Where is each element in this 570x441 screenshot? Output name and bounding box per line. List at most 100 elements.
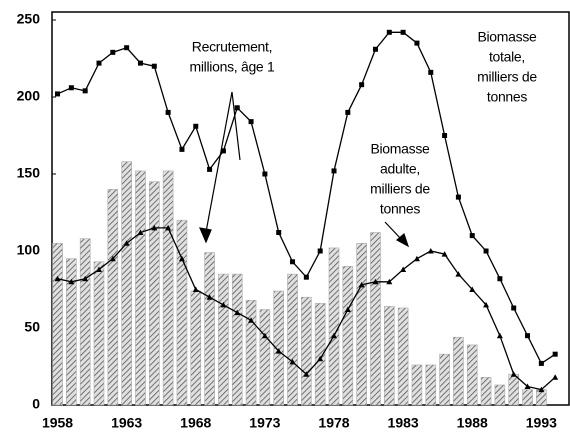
bar bbox=[370, 232, 381, 406]
marker bbox=[413, 255, 420, 262]
marker bbox=[165, 224, 172, 231]
bar bbox=[314, 303, 326, 406]
marker bbox=[193, 123, 199, 129]
marker bbox=[234, 309, 241, 316]
y-tick-label: 200 bbox=[17, 88, 41, 104]
marker bbox=[469, 233, 475, 239]
marker bbox=[538, 386, 545, 393]
marker bbox=[400, 266, 407, 272]
bar bbox=[93, 261, 105, 406]
marker bbox=[428, 69, 434, 75]
x-tick-label: 1968 bbox=[180, 415, 211, 431]
marker bbox=[303, 274, 309, 280]
marker bbox=[137, 60, 143, 66]
bar bbox=[411, 364, 423, 406]
bar bbox=[301, 296, 312, 406]
marker bbox=[96, 60, 102, 66]
bar bbox=[107, 189, 119, 406]
marker bbox=[178, 255, 185, 262]
bar bbox=[66, 258, 77, 406]
marker bbox=[96, 266, 102, 272]
marker bbox=[276, 230, 282, 236]
marker bbox=[344, 306, 351, 313]
bar bbox=[494, 384, 506, 406]
marker bbox=[469, 286, 476, 292]
marker bbox=[372, 46, 378, 52]
marker bbox=[124, 45, 130, 51]
marker bbox=[455, 271, 462, 277]
bar bbox=[190, 290, 202, 406]
marker bbox=[261, 332, 268, 339]
bar bbox=[135, 170, 146, 406]
annotation: totale, bbox=[489, 49, 525, 65]
bar bbox=[453, 336, 464, 406]
annotation: milliers de bbox=[477, 69, 537, 85]
bar bbox=[176, 219, 188, 406]
x-tick-label: 1958 bbox=[42, 415, 73, 431]
marker bbox=[207, 166, 213, 172]
marker bbox=[524, 383, 531, 390]
x-tick-label: 1973 bbox=[249, 415, 280, 431]
bar bbox=[245, 299, 257, 406]
bar bbox=[121, 161, 132, 406]
annotation: Recrutement, bbox=[192, 39, 272, 55]
bar bbox=[231, 273, 243, 406]
marker bbox=[234, 105, 240, 111]
bar bbox=[397, 307, 409, 406]
marker bbox=[386, 278, 393, 285]
bar bbox=[148, 181, 160, 406]
marker bbox=[358, 281, 365, 288]
bar bbox=[273, 290, 285, 406]
marker bbox=[248, 317, 255, 323]
marker bbox=[331, 332, 337, 339]
marker bbox=[372, 278, 379, 285]
marker bbox=[345, 109, 351, 115]
bar bbox=[342, 266, 354, 406]
marker bbox=[317, 248, 323, 254]
bar bbox=[287, 273, 298, 406]
bar bbox=[439, 353, 450, 406]
marker bbox=[303, 371, 310, 377]
marker bbox=[552, 374, 559, 380]
marker bbox=[262, 171, 268, 177]
marker bbox=[317, 355, 324, 362]
marker bbox=[331, 168, 337, 174]
annotation: tonnes bbox=[380, 201, 421, 217]
marker bbox=[68, 85, 74, 91]
marker bbox=[275, 348, 282, 354]
marker bbox=[137, 229, 144, 236]
bar bbox=[259, 309, 271, 406]
marker bbox=[220, 301, 227, 308]
marker bbox=[151, 63, 157, 69]
x-tick-label: 1988 bbox=[457, 415, 488, 431]
y-tick-label: 100 bbox=[17, 242, 41, 258]
marker bbox=[110, 49, 116, 55]
marker bbox=[497, 276, 503, 282]
annotation: tonnes bbox=[487, 89, 528, 105]
bar bbox=[466, 344, 478, 406]
marker bbox=[483, 301, 490, 308]
marker bbox=[289, 358, 296, 365]
annotation: millions, âge 1 bbox=[190, 59, 276, 75]
marker bbox=[386, 29, 392, 35]
marker bbox=[496, 332, 503, 339]
marker bbox=[206, 294, 213, 300]
marker bbox=[538, 360, 544, 366]
arrows bbox=[199, 91, 410, 248]
marker bbox=[82, 88, 88, 94]
marker bbox=[151, 224, 158, 231]
marker bbox=[54, 275, 61, 282]
bar bbox=[425, 364, 437, 406]
y-tick-label: 150 bbox=[17, 165, 41, 181]
marker bbox=[552, 351, 558, 357]
annotation: milliers de bbox=[370, 181, 430, 197]
bar bbox=[79, 238, 91, 406]
plot: 0 50 100 150 200 250 1958 1963 1968 1973 1978 1983 1… bbox=[17, 11, 559, 431]
annotation: adulte, bbox=[380, 161, 420, 177]
marker bbox=[359, 82, 365, 88]
marker bbox=[290, 259, 296, 265]
marker bbox=[400, 29, 406, 35]
annotation: Biomasse bbox=[370, 141, 430, 157]
x-tick-label: 1983 bbox=[388, 415, 419, 431]
